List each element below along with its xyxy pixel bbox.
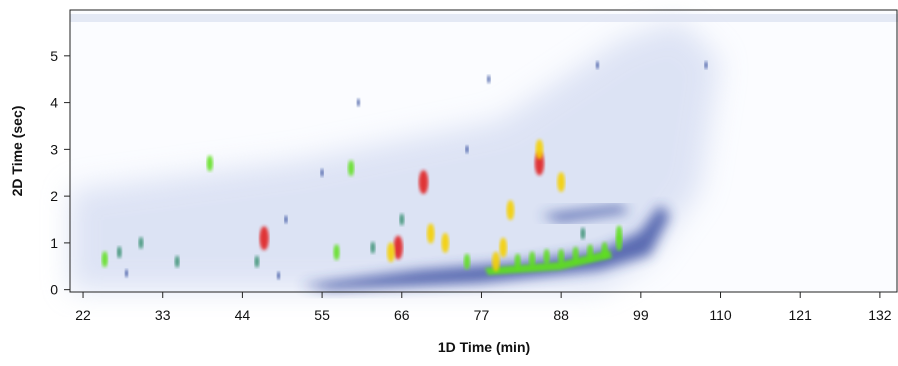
peak (465, 145, 469, 154)
x-tick-label: 88 (553, 307, 569, 323)
x-tick-label: 55 (314, 307, 330, 323)
peak (487, 75, 491, 84)
peak (399, 213, 405, 226)
peak (393, 235, 403, 260)
peak (463, 253, 471, 270)
peak (601, 241, 608, 258)
peak (418, 170, 429, 195)
x-tick-label: 44 (235, 307, 251, 323)
y-axis-label: 2D Time (sec) (9, 106, 25, 197)
y-tick-label: 5 (50, 48, 58, 64)
peak (595, 61, 599, 70)
peak (514, 253, 521, 270)
peak (492, 251, 500, 272)
peak (254, 255, 260, 268)
x-tick-label: 99 (633, 307, 649, 323)
peak (116, 246, 122, 259)
y-tick-label: 3 (50, 141, 58, 157)
peak (704, 61, 708, 70)
x-tick-label: 77 (474, 307, 490, 323)
x-tick-label: 33 (155, 307, 171, 323)
x-tick-label: 132 (868, 307, 892, 323)
y-tick-label: 0 (50, 282, 58, 298)
peak (529, 251, 536, 268)
peak (426, 223, 435, 244)
plot-frame (69, 9, 898, 293)
y-tick-label: 1 (50, 235, 58, 251)
peak (572, 246, 579, 263)
peak (370, 241, 376, 254)
peak (441, 232, 450, 253)
peak (101, 251, 108, 268)
peak (277, 271, 281, 280)
peak (259, 226, 269, 251)
peak (543, 248, 550, 265)
peak (535, 139, 544, 160)
x-tick-label: 66 (394, 307, 410, 323)
y-tick-label: 2 (50, 188, 58, 204)
peak (206, 155, 213, 172)
peak (499, 237, 508, 258)
peaks (101, 61, 708, 280)
peak (616, 234, 623, 251)
plot-background (70, 10, 898, 292)
x-axis-label: 1D Time (min) (438, 339, 530, 355)
y-tick-label: 4 (50, 95, 58, 111)
peak (125, 269, 129, 278)
peak (387, 242, 395, 263)
peak (506, 200, 515, 221)
peak (557, 172, 566, 193)
peak (558, 248, 565, 265)
peak (356, 98, 360, 107)
peak (587, 244, 594, 261)
peak (333, 244, 340, 261)
x-tick-label: 22 (75, 307, 91, 323)
peak (347, 160, 355, 177)
peak (320, 168, 324, 177)
x-tick-label: 121 (789, 307, 813, 323)
peak (534, 151, 545, 176)
peak (174, 255, 180, 268)
peak (284, 215, 288, 224)
peak (138, 236, 144, 249)
peak (580, 227, 586, 240)
x-tick-label: 110 (709, 307, 732, 323)
